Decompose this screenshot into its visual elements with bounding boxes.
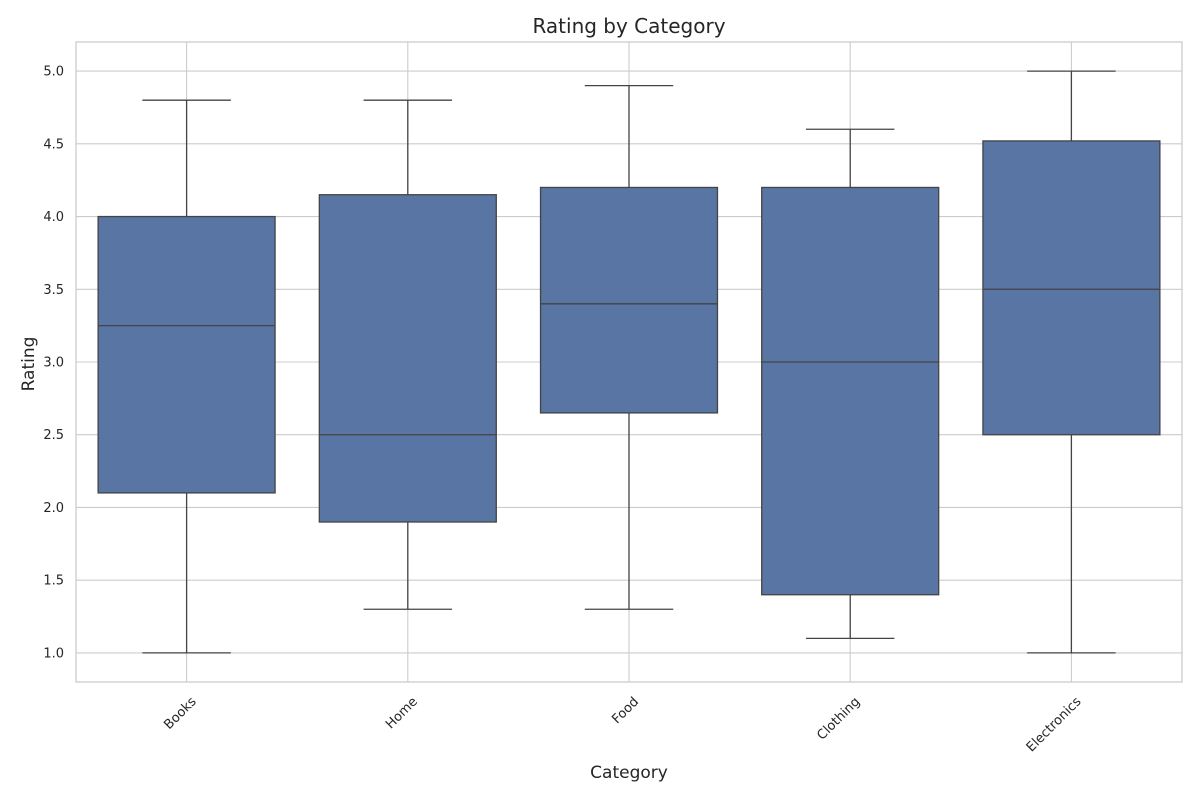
x-tick-label: Home — [383, 694, 421, 732]
box-food — [539, 84, 719, 610]
y-tick-label: 3.5 — [43, 283, 64, 298]
plot-area-frame — [75, 41, 1183, 683]
chart-title: Rating by Category — [532, 14, 725, 38]
y-tick-label: 4.0 — [43, 210, 64, 225]
y-tick-label: 2.5 — [43, 428, 64, 443]
iqr-box — [318, 194, 497, 523]
x-tick-label: Food — [609, 694, 642, 727]
y-tick-label: 5.0 — [43, 65, 64, 80]
y-axis-ticks: 1.0 1.5 2.0 2.5 3.0 3.5 4.0 4.5 5.0 — [43, 65, 64, 662]
y-tick-label: 3.0 — [43, 356, 64, 371]
y-tick-label: 4.5 — [43, 137, 64, 152]
x-tick-label: Electronics — [1024, 694, 1085, 755]
box-clothing — [761, 128, 940, 640]
iqr-box — [982, 140, 1161, 436]
y-tick-label: 2.0 — [43, 501, 64, 516]
x-axis-ticks: Books Home Food Clothing Electronics — [161, 694, 1084, 755]
iqr-box — [761, 186, 940, 596]
y-tick-label: 1.5 — [43, 574, 64, 589]
iqr-box — [539, 186, 719, 414]
box-series — [97, 70, 1161, 654]
box-books — [97, 99, 276, 654]
box-home — [318, 99, 497, 610]
iqr-box — [97, 215, 276, 494]
box-electronics — [982, 70, 1161, 654]
x-axis-label: Category — [590, 763, 668, 783]
y-axis-label: Rating — [19, 337, 39, 392]
x-tick-label: Clothing — [814, 694, 863, 743]
x-tick-label: Books — [161, 694, 199, 732]
y-tick-label: 1.0 — [43, 646, 64, 661]
